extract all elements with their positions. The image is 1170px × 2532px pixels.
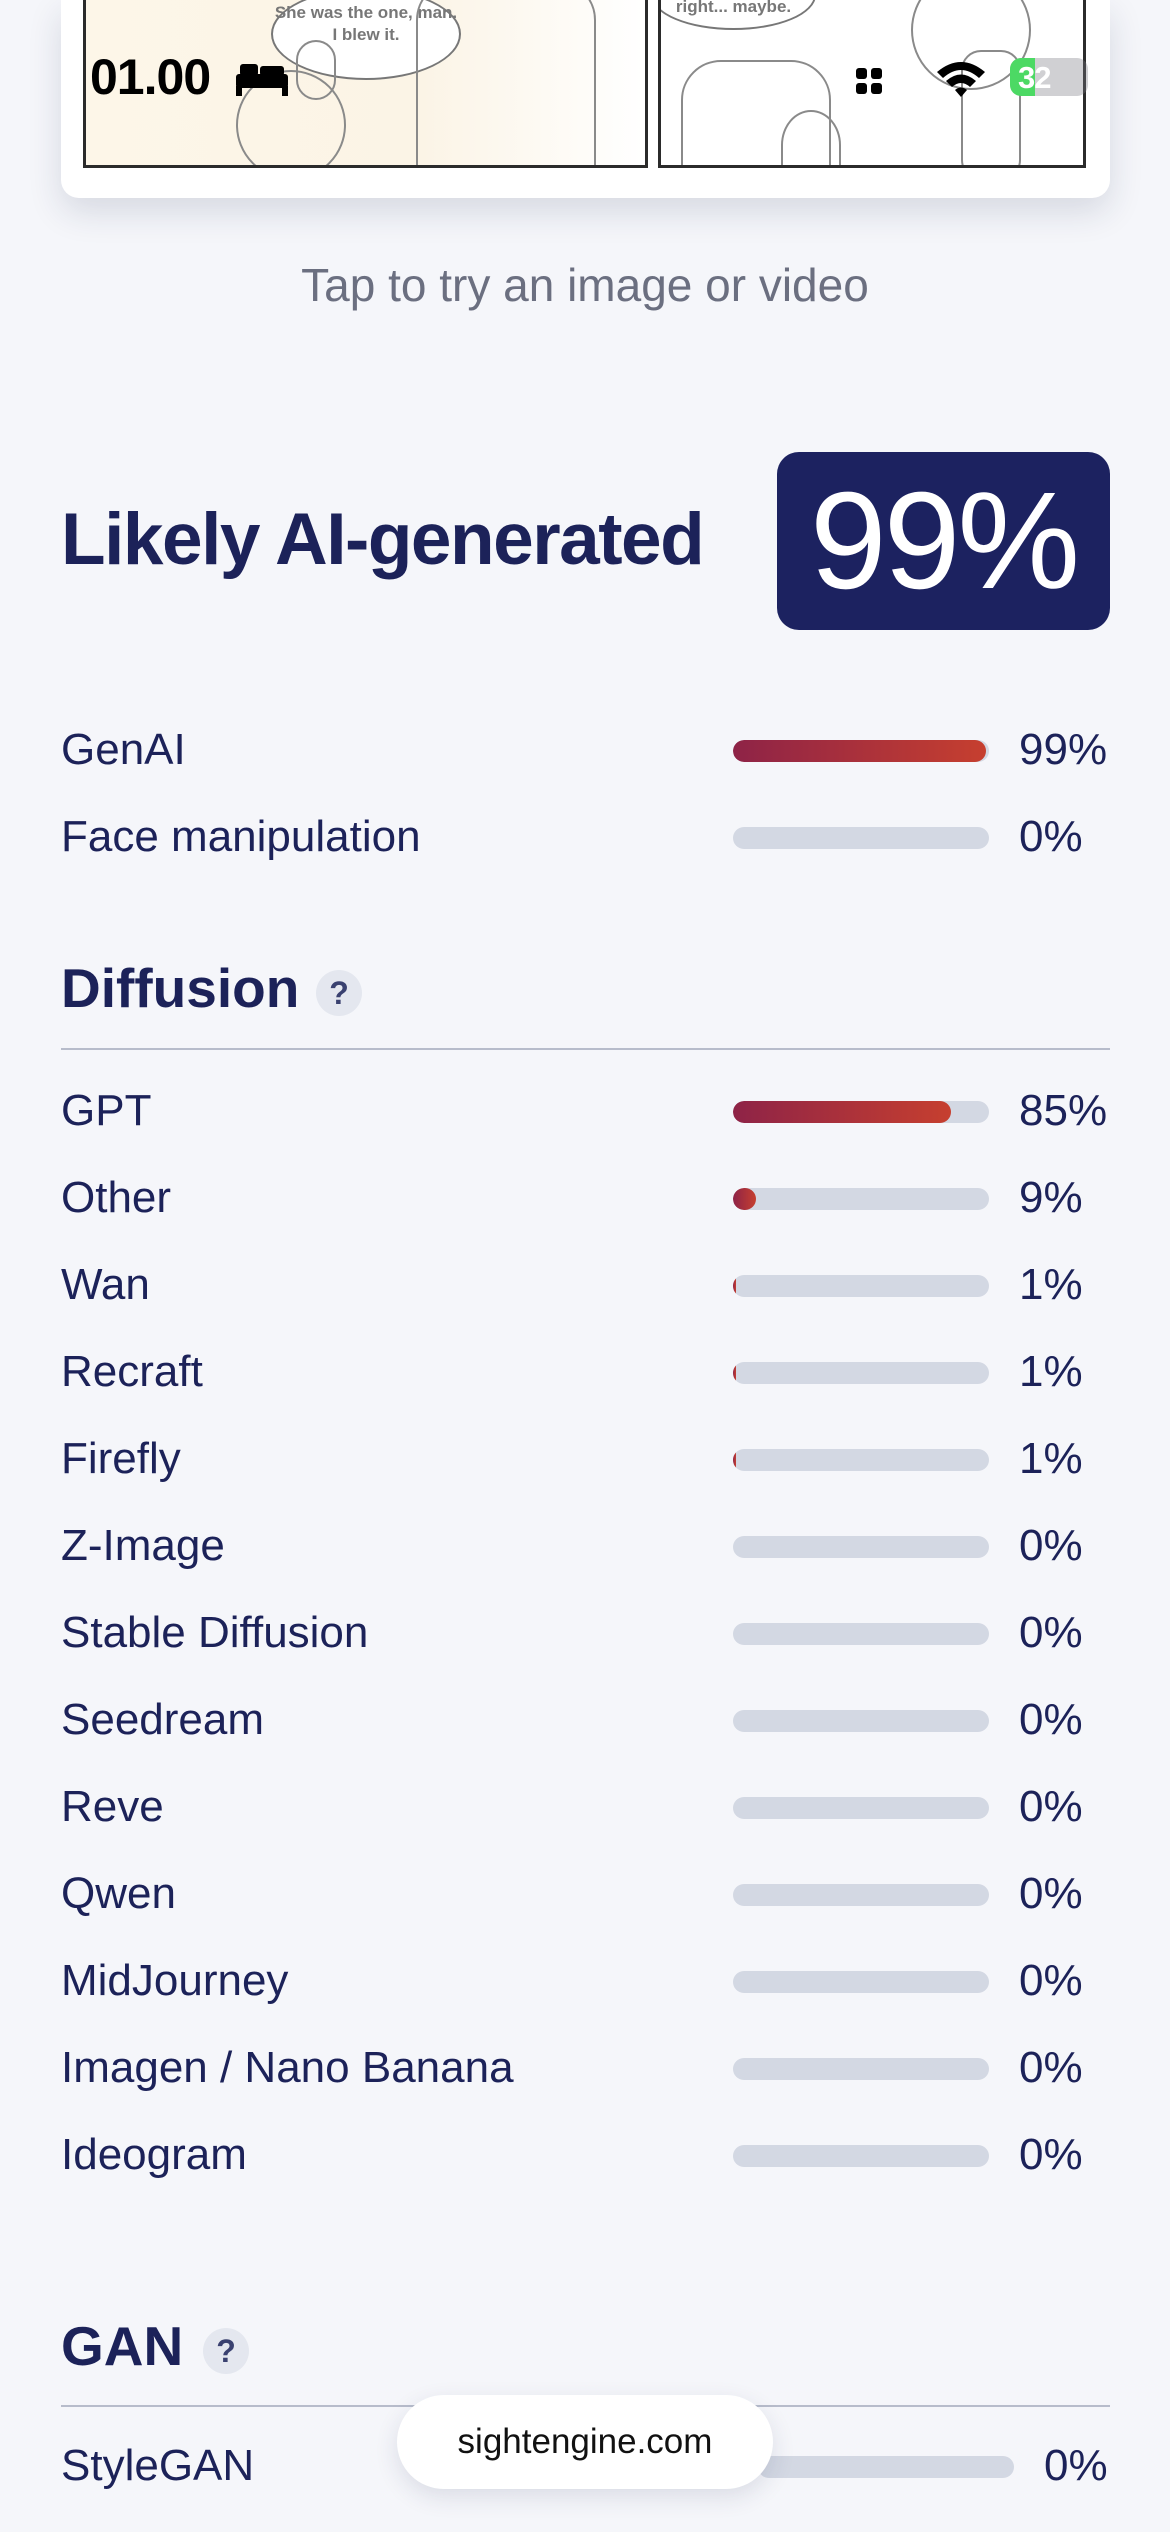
row-percentage: 0%: [1019, 812, 1083, 861]
score-bar: [733, 1710, 989, 1732]
sketch-fire: [781, 110, 841, 165]
score-bar: [733, 1623, 989, 1645]
row-label: Firefly: [61, 1434, 181, 1483]
row-label: StyleGAN: [61, 2441, 255, 2490]
wifi-icon: [937, 62, 985, 97]
score-bar: [733, 2058, 989, 2080]
score-bar: [733, 1536, 989, 1558]
score-bar: [733, 1101, 989, 1123]
score-bar: [733, 827, 989, 849]
row-percentage: 1%: [1019, 1260, 1083, 1309]
image-preview-card[interactable]: She was the one, man. I blew it. right..…: [61, 0, 1110, 198]
row-label: Wan: [61, 1260, 150, 1309]
score-bar-fill: [733, 1449, 736, 1471]
battery-icon: 32: [1010, 58, 1088, 96]
score-row-midjourney: MidJourney 0%: [0, 1951, 1170, 2011]
comic-panel-left: She was the one, man. I blew it.: [83, 0, 648, 168]
help-icon[interactable]: ?: [316, 970, 362, 1016]
row-label: Ideogram: [61, 2130, 247, 2179]
row-percentage: 0%: [1019, 1608, 1083, 1657]
score-row-stable-diffusion: Stable Diffusion 0%: [0, 1603, 1170, 1663]
score-row-gpt: GPT 85%: [0, 1081, 1170, 1141]
score-bar-fill: [733, 740, 987, 762]
help-icon[interactable]: ?: [203, 2328, 249, 2374]
score-bar-fill: [733, 1275, 736, 1297]
row-label: Qwen: [61, 1869, 176, 1918]
score-row-reve: Reve 0%: [0, 1777, 1170, 1837]
score-row-firefly: Firefly 1%: [0, 1429, 1170, 1489]
row-label: MidJourney: [61, 1956, 289, 2005]
section-divider: [61, 1048, 1110, 1050]
row-label: GenAI: [61, 725, 186, 774]
row-percentage: 0%: [1019, 1956, 1083, 2005]
score-bar: [733, 1797, 989, 1819]
sketch-seated-figure: [681, 60, 831, 165]
score-bar: [758, 2456, 1014, 2478]
sketch-figure: [416, 0, 596, 165]
row-percentage: 0%: [1019, 2043, 1083, 2092]
score-row-other: Other 9%: [0, 1168, 1170, 1228]
row-label: Reve: [61, 1782, 164, 1831]
score-bar-fill: [733, 1362, 736, 1384]
score-bar: [733, 1449, 989, 1471]
score-row-face-manipulation: Face manipulation 0%: [0, 807, 1170, 867]
sketch-hand: [236, 70, 346, 165]
score-bar: [733, 1971, 989, 1993]
site-link-pill[interactable]: sightengine.com: [397, 2395, 773, 2489]
status-time: 01.00: [90, 49, 211, 105]
sketch-finger: [296, 40, 336, 100]
row-percentage: 99%: [1019, 725, 1108, 774]
score-bar: [733, 1188, 989, 1210]
row-percentage: 0%: [1019, 1782, 1083, 1831]
score-row-wan: Wan 1%: [0, 1255, 1170, 1315]
score-bar: [733, 1884, 989, 1906]
bed-icon: [236, 64, 288, 96]
score-bar: [733, 1275, 989, 1297]
score-bar-fill: [733, 1188, 757, 1210]
score-row-ideogram: Ideogram 0%: [0, 2125, 1170, 2185]
row-percentage: 1%: [1019, 1347, 1083, 1396]
score-row-z-image: Z-Image 0%: [0, 1516, 1170, 1576]
verdict-label: Likely AI-generated: [61, 499, 705, 580]
row-percentage: 1%: [1019, 1434, 1083, 1483]
score-bar: [733, 1362, 989, 1384]
row-percentage: 9%: [1019, 1173, 1083, 1222]
section-title-diffusion: Diffusion: [61, 957, 300, 1019]
row-percentage: 0%: [1019, 1695, 1083, 1744]
row-label: Recraft: [61, 1347, 203, 1396]
verdict-score-badge: 99%: [777, 452, 1110, 630]
row-label: GPT: [61, 1086, 152, 1135]
row-label: Seedream: [61, 1695, 265, 1744]
row-percentage: 0%: [1044, 2441, 1108, 2490]
score-row-recraft: Recraft 1%: [0, 1342, 1170, 1402]
score-bar: [733, 740, 989, 762]
row-percentage: 0%: [1019, 1869, 1083, 1918]
sketch-arm: [961, 50, 1021, 165]
row-label: Stable Diffusion: [61, 1608, 369, 1657]
status-bar: 01.00 32: [0, 0, 1170, 150]
score-bar-fill: [733, 1101, 951, 1123]
row-label: Z-Image: [61, 1521, 225, 1570]
cellular-signal-icon: [856, 68, 882, 94]
score-bar: [733, 2145, 989, 2167]
section-title-gan: GAN: [61, 2315, 184, 2377]
row-percentage: 85%: [1019, 1086, 1108, 1135]
battery-level: [1010, 58, 1035, 96]
row-label: Imagen / Nano Banana: [61, 2043, 514, 2092]
row-percentage: 0%: [1019, 2130, 1083, 2179]
score-row-qwen: Qwen 0%: [0, 1864, 1170, 1924]
score-row-stylegan: StyleGAN 0%: [0, 2436, 1170, 2496]
battery-percentage: 32: [1018, 60, 1051, 95]
score-row-imagen-nano-banana: Imagen / Nano Banana 0%: [0, 2038, 1170, 2098]
row-label: Other: [61, 1173, 172, 1222]
score-row-genai: GenAI 99%: [0, 720, 1170, 780]
row-percentage: 0%: [1019, 1521, 1083, 1570]
speech-bubble-left: She was the one, man. I blew it.: [271, 0, 461, 80]
score-row-seedream: Seedream 0%: [0, 1690, 1170, 1750]
try-image-hint[interactable]: Tap to try an image or video: [301, 259, 869, 311]
row-label: Face manipulation: [61, 812, 421, 861]
